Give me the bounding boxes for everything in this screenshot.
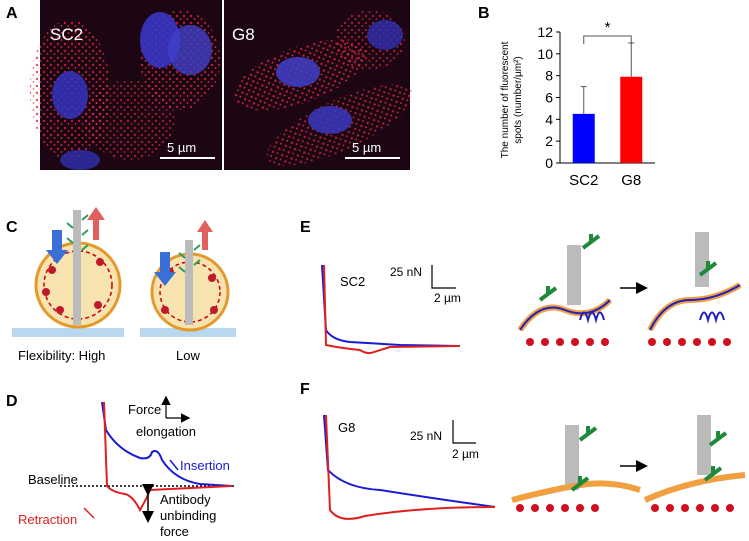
- bar-chart: 0 2 4 6 8 10 12 SC2 G8 *: [537, 19, 655, 189]
- panel-label: C: [6, 219, 18, 236]
- axis-label: Force: [128, 402, 161, 417]
- baseline-label: Baseline: [28, 472, 78, 487]
- curve-label: Retraction: [18, 512, 77, 527]
- scale-label: 5 µm: [167, 140, 196, 155]
- y-tick-label: 10: [537, 46, 553, 62]
- bar: [572, 113, 595, 163]
- y-axis-label: The number of fluorescent: [500, 41, 511, 158]
- schematic: [12, 207, 236, 337]
- curve-label: G8: [338, 420, 355, 435]
- scale-label: 2 µm: [452, 447, 479, 461]
- scale-label: 2 µm: [434, 291, 461, 305]
- y-tick-label: 0: [545, 155, 553, 171]
- force-curve: [321, 264, 461, 355]
- force-curve: [323, 414, 496, 520]
- panel-label: B: [478, 5, 490, 22]
- significance-bracket: [583, 35, 632, 44]
- annotation: Antibody: [160, 492, 211, 507]
- scale-label: 25 nN: [390, 265, 422, 279]
- y-tick-label: 4: [545, 111, 553, 127]
- bar: [620, 76, 643, 163]
- significance-label: *: [605, 19, 611, 36]
- image-label: SC2: [50, 25, 83, 44]
- y-axis-label: spots (number/µm²): [513, 56, 524, 143]
- curve-label: Insertion: [180, 458, 230, 473]
- annotation: unbinding: [160, 508, 216, 523]
- y-tick-label: 2: [545, 133, 553, 149]
- scale-label: 5 µm: [352, 140, 381, 155]
- y-tick-label: 12: [537, 24, 553, 40]
- panel-label: D: [6, 393, 18, 410]
- x-tick-label: G8: [621, 172, 641, 189]
- micrograph: [30, 0, 414, 170]
- curve-label: SC2: [340, 274, 365, 289]
- x-tick-label: SC2: [569, 172, 598, 189]
- force-curve: [60, 395, 235, 523]
- image-label: G8: [232, 25, 255, 44]
- y-tick-label: 6: [545, 90, 553, 106]
- panel-label: A: [6, 5, 18, 22]
- scale-label: 25 nN: [410, 429, 442, 443]
- panel-label: E: [300, 219, 311, 236]
- label: Flexibility: High: [18, 348, 105, 363]
- label: Low: [176, 348, 200, 363]
- panel-label: F: [300, 381, 310, 398]
- schematic: [511, 232, 746, 512]
- axis-label: elongation: [136, 424, 196, 439]
- annotation: force: [160, 524, 189, 539]
- y-tick-label: 8: [545, 68, 553, 84]
